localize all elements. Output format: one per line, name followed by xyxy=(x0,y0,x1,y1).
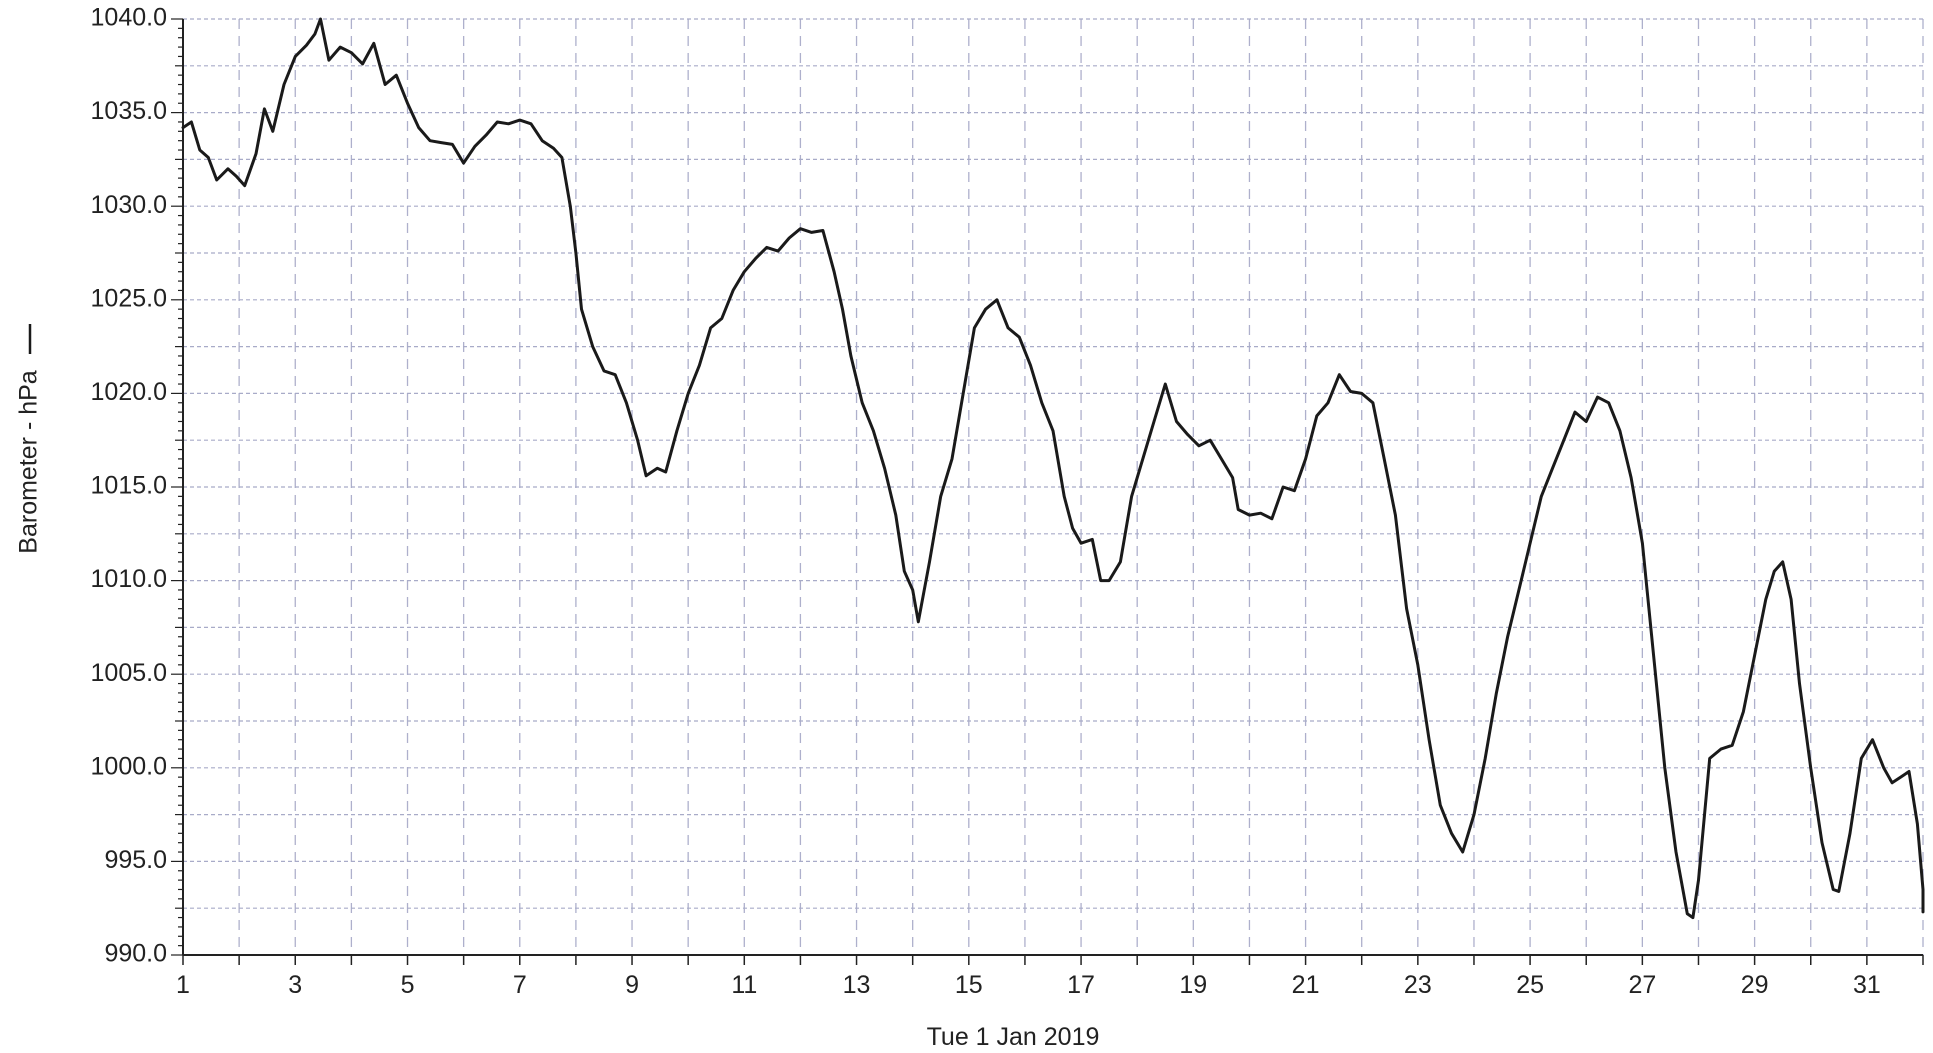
x-tick-label: 27 xyxy=(1628,971,1656,999)
y-tick-label: 1010.0 xyxy=(91,565,167,593)
x-tick-label: 7 xyxy=(513,971,527,999)
x-tick-label: 3 xyxy=(288,971,302,999)
x-tick-label: 19 xyxy=(1179,971,1207,999)
x-tick-label: 15 xyxy=(955,971,983,999)
tick-marks xyxy=(171,18,1924,965)
x-tick-label: 5 xyxy=(401,971,415,999)
y-tick-label: 1015.0 xyxy=(91,472,167,500)
grid xyxy=(183,18,1924,955)
y-tick-label: 1025.0 xyxy=(91,284,167,312)
y-tick-label: 995.0 xyxy=(104,846,167,874)
x-tick-label: 29 xyxy=(1741,971,1769,999)
y-axis-title: Barometer - hPa xyxy=(15,370,43,554)
x-tick-labels: 1 3 5 7 9 11 13 15 17 19 21 23 25 27 29 31 xyxy=(176,971,1881,999)
y-tick-labels: 990.0 995.0 1000.0 1005.0 1010.0 1015.0 1020.0… xyxy=(91,4,167,968)
y-tick-label: 1035.0 xyxy=(91,97,167,125)
series xyxy=(181,17,1925,920)
x-tick-label: 1 xyxy=(176,971,190,999)
x-tick-label: 17 xyxy=(1067,971,1095,999)
x-tick-label: 21 xyxy=(1292,971,1320,999)
y-tick-label: 1000.0 xyxy=(91,752,167,780)
y-tick-label: 1020.0 xyxy=(91,378,167,406)
x-tick-label: 9 xyxy=(625,971,639,999)
x-tick-label: 23 xyxy=(1404,971,1432,999)
x-tick-label: 31 xyxy=(1853,971,1881,999)
series-line xyxy=(181,17,1925,920)
y-axis-title-group: Barometer - hPa xyxy=(15,324,43,554)
x-tick-label: 11 xyxy=(731,971,757,999)
x-tick-label: 25 xyxy=(1516,971,1544,999)
x-tick-label: 13 xyxy=(843,971,871,999)
y-tick-label: 1030.0 xyxy=(91,191,167,219)
y-tick-label: 1040.0 xyxy=(91,4,167,32)
y-tick-label: 990.0 xyxy=(104,940,167,968)
x-axis-title: Tue 1 Jan 2019 xyxy=(927,1023,1100,1051)
y-tick-label: 1005.0 xyxy=(91,659,167,687)
